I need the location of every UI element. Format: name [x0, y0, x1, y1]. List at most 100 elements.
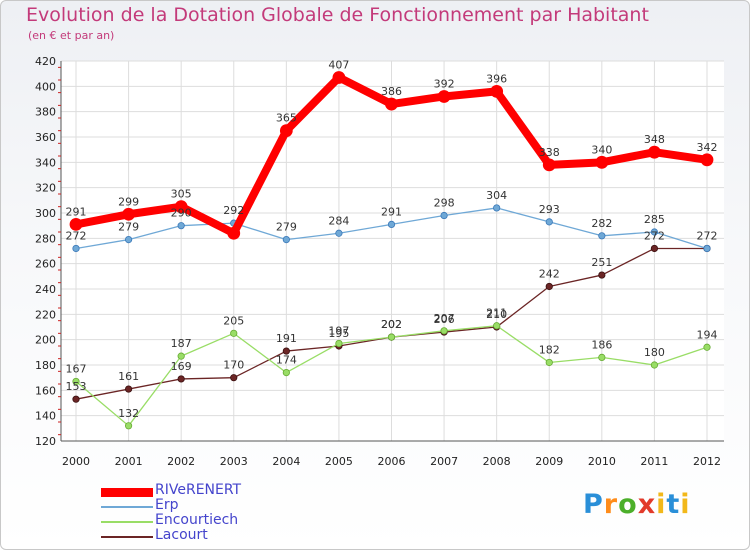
- x-tick-label-9: 2009: [535, 455, 563, 468]
- y-tick-label-2: 160: [35, 384, 56, 397]
- series-3-point-2: [177, 375, 185, 383]
- data-label-3-8: 210: [486, 308, 507, 321]
- series-0-point-7: [437, 90, 451, 103]
- data-label-1-5: 284: [328, 214, 349, 227]
- series-0-point-4: [279, 124, 293, 138]
- x-tick-label-11: 2011: [640, 455, 668, 468]
- data-label-3-9: 242: [539, 267, 560, 280]
- data-label-2-0: 167: [66, 362, 87, 375]
- y-tick-label-1: 140: [35, 410, 56, 423]
- data-label-3-4: 191: [276, 332, 297, 345]
- data-label-3-11: 272: [644, 229, 665, 242]
- data-label-3-12: 272: [697, 229, 718, 242]
- data-label-0-10: 340: [591, 143, 612, 156]
- data-label-3-10: 251: [591, 256, 612, 269]
- y-tick-label-4: 200: [35, 334, 56, 347]
- data-label-3-2: 169: [171, 360, 192, 373]
- x-tick-label-3: 2003: [220, 455, 248, 468]
- data-label-2-4: 174: [276, 354, 297, 367]
- x-tick-label-6: 2006: [378, 455, 406, 468]
- x-tick-label-10: 2010: [588, 455, 616, 468]
- series-0-point-5: [332, 71, 346, 84]
- data-label-0-6: 386: [381, 85, 402, 98]
- x-tick-label-7: 2007: [430, 455, 458, 468]
- series-3-point-0: [72, 395, 80, 403]
- data-label-1-11: 285: [644, 213, 665, 226]
- legend-swatch-3: [101, 536, 153, 538]
- data-label-3-6: 202: [381, 318, 402, 331]
- data-label-1-0: 272: [66, 229, 87, 242]
- series-1-point-10: [598, 232, 606, 240]
- data-label-1-9: 293: [539, 203, 560, 216]
- data-label-2-11: 180: [644, 346, 665, 359]
- series-1-point-0: [72, 244, 80, 253]
- series-2-point-10: [598, 353, 606, 361]
- data-label-1-8: 304: [486, 189, 507, 202]
- series-1-point-1: [124, 236, 133, 244]
- series-2-point-2: [177, 352, 185, 360]
- x-tick-label-12: 2012: [693, 455, 721, 468]
- series-1-point-5: [335, 229, 343, 237]
- legend-swatch-1: [101, 506, 153, 508]
- y-tick-label-10: 320: [35, 182, 56, 195]
- series-1-point-12: [703, 244, 711, 253]
- y-tick-label-15: 420: [35, 55, 56, 68]
- data-label-3-3: 170: [223, 359, 244, 372]
- data-label-1-1: 279: [118, 221, 139, 234]
- series-1-point-8: [493, 204, 501, 212]
- series-2-point-8: [493, 322, 501, 330]
- series-2-point-1: [124, 422, 133, 430]
- series-0-point-12: [700, 153, 714, 167]
- data-label-0-12: 342: [697, 141, 718, 154]
- chart-subtitle: (en € et par an): [28, 29, 115, 42]
- data-label-3-0: 153: [66, 380, 87, 393]
- series-3-point-3: [230, 374, 238, 382]
- x-tick-label-0: 2000: [62, 455, 90, 468]
- data-label-0-7: 392: [434, 77, 455, 90]
- series-3-point-9: [545, 282, 553, 291]
- data-label-1-3: 292: [223, 204, 244, 217]
- data-label-0-2: 305: [171, 188, 192, 201]
- series-1-point-6: [387, 220, 396, 228]
- series-1-point-11: [650, 228, 659, 236]
- series-2-point-0: [72, 377, 80, 386]
- y-tick-label-6: 240: [35, 283, 56, 296]
- legend-label-3: Lacourt: [155, 527, 208, 543]
- series-3-point-11: [650, 244, 659, 253]
- x-tick-label-5: 2005: [325, 455, 353, 468]
- series-2-point-9: [545, 358, 553, 367]
- data-label-2-3: 205: [223, 314, 244, 327]
- series-2-point-3: [230, 329, 238, 337]
- data-label-2-6: 202: [381, 318, 402, 331]
- series-0-point-9: [542, 158, 556, 172]
- series-2-point-12: [703, 343, 711, 351]
- data-label-0-1: 299: [118, 195, 139, 208]
- series-2-point-7: [440, 327, 448, 335]
- legend-swatch-2: [101, 521, 153, 523]
- series-1-point-7: [440, 211, 448, 220]
- data-label-1-6: 291: [381, 205, 402, 218]
- y-tick-label-8: 280: [35, 232, 56, 245]
- y-tick-label-11: 340: [35, 156, 56, 169]
- series-0-point-3: [227, 226, 241, 240]
- plot-area: [61, 61, 724, 441]
- data-label-2-8: 211: [486, 307, 507, 320]
- series-3-point-4: [282, 347, 290, 355]
- x-tick-label-8: 2008: [483, 455, 511, 468]
- series-0-point-10: [595, 155, 609, 169]
- series-0-point-8: [490, 85, 504, 98]
- proxiti-logo: Proxiti: [583, 489, 691, 520]
- series-2-point-5: [335, 339, 343, 348]
- y-tick-label-9: 300: [35, 207, 56, 220]
- data-label-0-9: 338: [539, 146, 560, 159]
- x-tick-label-4: 2004: [272, 455, 300, 468]
- legend-swatch-0: [101, 488, 153, 497]
- legend-label-1: Erp: [155, 497, 179, 513]
- series-2-point-6: [387, 333, 396, 341]
- data-label-2-5: 197: [328, 324, 349, 337]
- series-3-point-1: [124, 385, 133, 393]
- series-0-point-2: [174, 200, 188, 214]
- data-label-2-1: 132: [118, 407, 139, 420]
- data-label-2-10: 186: [591, 338, 612, 351]
